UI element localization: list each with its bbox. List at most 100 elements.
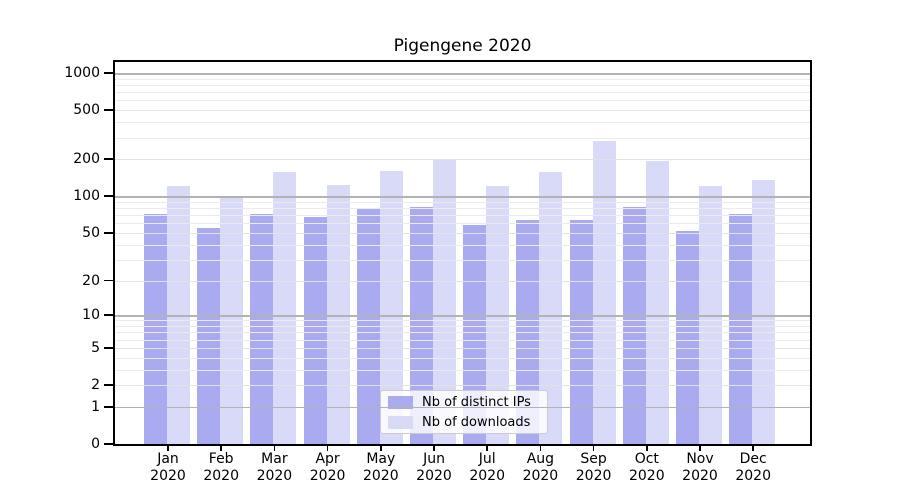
y-tick-label-10: 10 [82, 307, 100, 324]
y-tick-20 [104, 279, 113, 282]
x-tick-mar [273, 446, 276, 451]
gridline-700 [115, 92, 810, 94]
y-tick-label-200: 200 [73, 151, 100, 168]
x-tick-jan [167, 446, 169, 451]
x-tick-label-sep: Sep 2020 [554, 451, 634, 485]
bar-aug-ips [516, 219, 540, 444]
year-label: 2020 [682, 468, 718, 484]
x-tick-label-dec: Dec 2020 [713, 451, 793, 485]
bar-feb-downloads [220, 198, 244, 444]
x-tick-label-aug: Aug 2020 [500, 451, 580, 485]
year-label: 2020 [203, 468, 239, 484]
bar-jan-ips [144, 213, 167, 444]
month-label: Nov [686, 451, 714, 467]
bar-apr-ips [303, 216, 327, 444]
year-label: 2020 [256, 468, 293, 484]
month-label: Jan [157, 451, 179, 467]
y-tick-500 [104, 109, 113, 111]
x-tick-label-nov: Nov 2020 [660, 451, 740, 485]
x-tick-label-apr: Apr 2020 [288, 451, 368, 485]
bar-aug-downloads [539, 171, 563, 444]
x-tick-jun [433, 446, 435, 451]
legend-swatch-1 [388, 415, 413, 429]
x-tick-apr [326, 446, 329, 451]
legend-swatch-0 [388, 395, 413, 409]
x-tick-dec [752, 446, 754, 451]
x-tick-oct [646, 446, 648, 451]
legend-item-0: Nb of distinct IPs [388, 395, 539, 410]
month-label: Feb [208, 451, 234, 467]
year-label: 2020 [150, 468, 186, 484]
bar-sep-downloads [592, 141, 616, 444]
gridline-500 [115, 110, 810, 112]
bar-may-ips [356, 208, 380, 444]
y-tick-10 [104, 314, 113, 316]
year-label: 2020 [628, 468, 665, 484]
y-tick-50 [104, 232, 113, 234]
legend: Nb of distinct IPs Nb of downloads [380, 390, 548, 434]
bar-jun-ips [410, 207, 433, 444]
year-label: 2020 [522, 468, 559, 484]
x-tick-label-jan: Jan 2020 [128, 451, 208, 485]
month-label: Mar [261, 451, 288, 467]
legend-label-0: Nb of distinct IPs [422, 394, 531, 410]
chart-title: Pigengene 2020 [393, 36, 532, 56]
bar-may-downloads [379, 171, 403, 444]
x-tick-label-jul: Jul 2020 [447, 451, 527, 485]
x-tick-feb [220, 446, 222, 451]
bar-mar-downloads [273, 171, 297, 444]
y-tick-100 [104, 195, 113, 197]
y-tick-2 [104, 384, 113, 386]
legend-label-1: Nb of downloads [422, 414, 531, 430]
month-label: Dec [739, 451, 767, 467]
year-label: 2020 [469, 468, 505, 484]
y-tick-1 [104, 406, 113, 408]
y-tick-label-1: 1 [91, 398, 100, 415]
bar-apr-downloads [326, 184, 350, 444]
month-label: Sep [580, 451, 607, 467]
y-tick-label-50: 50 [82, 224, 100, 241]
x-tick-jul [486, 446, 488, 451]
bar-jan-downloads [167, 186, 190, 444]
year-label: 2020 [309, 468, 346, 484]
gridline-400 [115, 122, 810, 124]
month-label: Oct [634, 451, 659, 467]
x-tick-may [380, 446, 382, 451]
y-tick-1000 [104, 72, 113, 74]
bar-dec-downloads [752, 179, 776, 444]
year-label: 2020 [735, 468, 771, 484]
bar-dec-ips [729, 214, 753, 444]
legend-item-1: Nb of downloads [388, 415, 539, 430]
bar-oct-ips [622, 206, 646, 444]
y-tick-200 [104, 158, 113, 160]
gridline-800 [115, 84, 810, 86]
bar-jul-ips [463, 225, 487, 444]
y-tick-label-5: 5 [91, 339, 100, 356]
bar-nov-downloads [699, 186, 722, 444]
y-tick-label-2: 2 [91, 377, 100, 393]
year-label: 2020 [416, 468, 452, 484]
x-tick-label-oct: Oct 2020 [607, 451, 687, 485]
x-tick-label-mar: Mar 2020 [234, 451, 314, 485]
y-tick-0 [104, 443, 113, 445]
y-tick-label-100: 100 [73, 188, 100, 205]
gridline-1000 [115, 73, 810, 75]
gridline-200 [115, 159, 810, 161]
gridline-300 [115, 137, 810, 139]
y-tick-5 [104, 347, 113, 349]
x-tick-aug [539, 446, 542, 451]
bar-jun-downloads [433, 159, 456, 444]
month-label: Apr [315, 451, 340, 467]
gridline-900 [115, 78, 810, 80]
year-label: 2020 [362, 468, 399, 484]
plot-area: Nb of distinct IPs Nb of downloads [113, 60, 812, 446]
x-tick-label-jun: Jun 2020 [394, 451, 474, 485]
month-label: Jun [423, 451, 445, 467]
month-label: Jul [478, 451, 496, 467]
x-tick-label-feb: Feb 2020 [181, 451, 261, 485]
bar-feb-ips [197, 227, 221, 444]
x-tick-label-may: May 2020 [341, 451, 421, 485]
y-tick-label-1000: 1000 [64, 65, 100, 81]
x-tick-sep [592, 446, 595, 451]
